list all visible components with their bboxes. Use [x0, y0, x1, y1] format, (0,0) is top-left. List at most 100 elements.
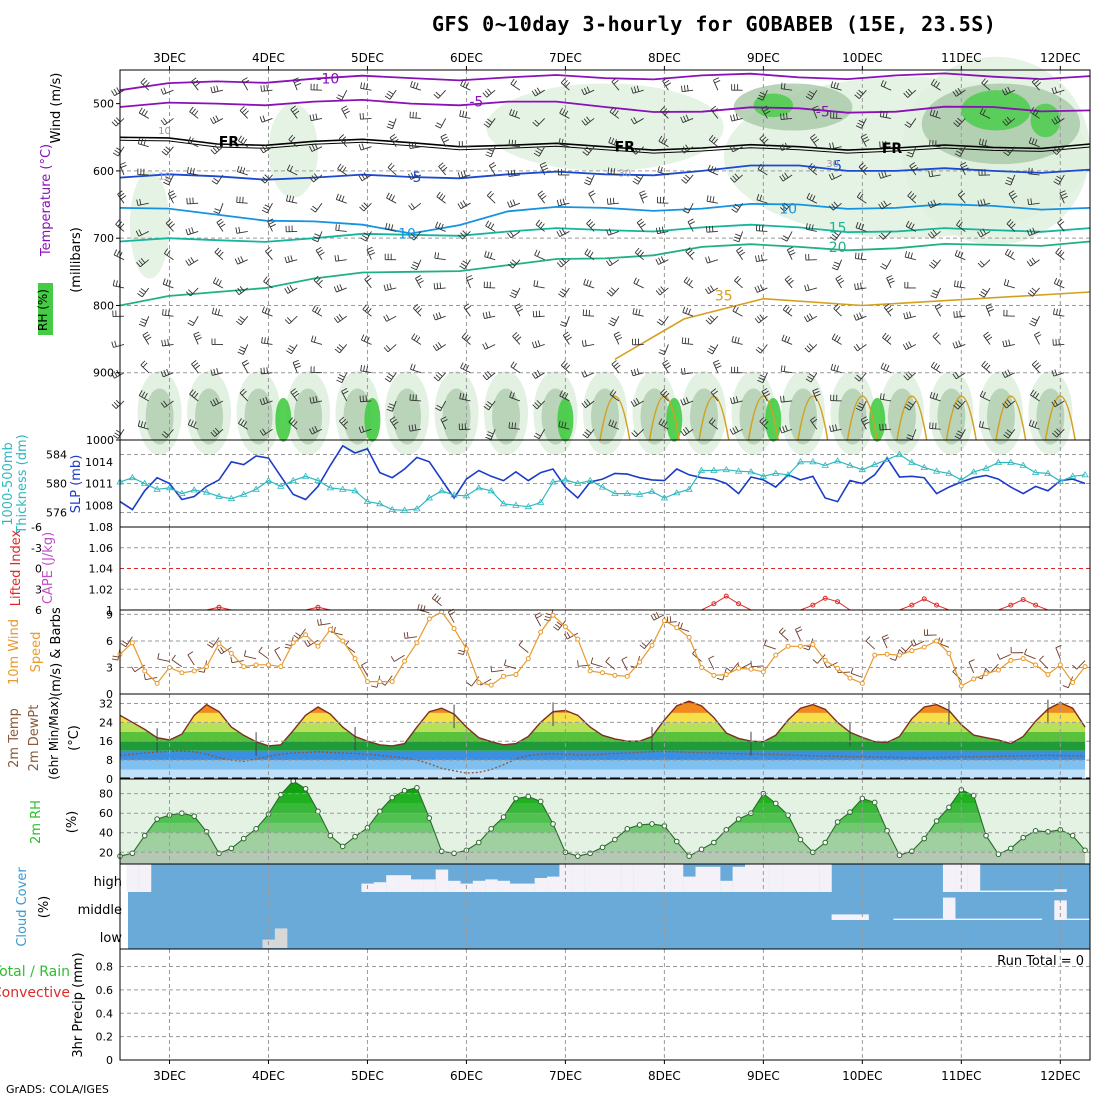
wind-barb [729, 144, 743, 153]
wind-barb [1057, 218, 1065, 232]
wind-barb [761, 105, 771, 119]
cloud-block-high [386, 875, 399, 892]
wind-barb [210, 427, 224, 437]
cloud-block-high [509, 883, 523, 892]
wind-barb [755, 224, 768, 232]
wind-barb [682, 203, 694, 214]
slp-point [722, 465, 731, 473]
wind-barb [706, 344, 719, 355]
wind-speed-point [971, 676, 977, 682]
wind-barb [759, 416, 769, 430]
cloud-block-high [497, 880, 511, 892]
wind-barb [309, 425, 323, 435]
gridlines [120, 949, 1090, 1060]
x-tick-label-bottom: 9DEC [747, 1069, 780, 1083]
wind-barb [285, 225, 298, 233]
rh-point [698, 846, 705, 853]
wind-barb [780, 365, 793, 374]
wind-barb [409, 111, 421, 119]
rh-point [1069, 832, 1076, 839]
wind-barb [631, 146, 644, 155]
wind-barb [957, 190, 966, 204]
wind-barb [584, 248, 595, 261]
wind-barb [981, 360, 991, 374]
slp-point [734, 467, 743, 474]
wind-barb [1001, 86, 1016, 96]
slp-point [140, 479, 149, 486]
cloud-block-high [794, 864, 807, 892]
isotherm-line [614, 291, 1091, 360]
wind-barb [509, 287, 521, 299]
x-tick-label-top: 7DEC [549, 51, 582, 65]
contour-label: 30 [826, 159, 839, 170]
wind-barb [631, 428, 644, 438]
wind-barb [387, 162, 397, 176]
wind-barb [539, 162, 549, 176]
lifted-index-point [1020, 597, 1026, 603]
temperature-band [120, 712, 1086, 723]
y-tick-label: 80 [99, 788, 113, 801]
wind-barb [899, 644, 913, 654]
wind-speed-point [340, 638, 346, 644]
wind-barb [810, 416, 818, 430]
wind-barb [633, 277, 644, 289]
wind-barb [805, 253, 817, 261]
wind-barb [433, 282, 446, 290]
wind-barb [207, 637, 220, 648]
y-tick-label: 0.6 [96, 984, 114, 997]
wind-barb [263, 276, 273, 289]
cloud-block-high [608, 864, 622, 892]
wind-barb [211, 307, 224, 317]
wind-barb [556, 228, 570, 238]
y-tick-label: 0 [35, 563, 42, 576]
wind-barb [780, 112, 793, 121]
wind-barb [258, 646, 269, 660]
rh-point [500, 814, 507, 820]
wind-barb [730, 173, 743, 183]
wind-barb [706, 195, 718, 204]
wind-barb [757, 89, 768, 101]
wind-speed-point [896, 652, 902, 658]
wind-barb [812, 388, 821, 402]
slp-point [437, 487, 446, 494]
slp-point [338, 485, 347, 492]
wind-barb [438, 162, 448, 176]
wind-barb [902, 341, 917, 351]
slp-point [710, 466, 718, 473]
rh-legend-swatch [38, 283, 53, 335]
cloud-block-middle [856, 914, 869, 920]
slp-point [165, 484, 174, 491]
wind-barb [189, 389, 199, 402]
y-tick-label: 6 [106, 635, 113, 648]
wind-barb [482, 342, 496, 350]
cloud-block-high [633, 864, 647, 892]
rh-point [129, 850, 136, 857]
wind-barb [162, 309, 174, 317]
lifted-index-point [921, 596, 927, 602]
wind-speed-point [1082, 664, 1088, 670]
rh-point [983, 832, 989, 839]
wind-speed-point [364, 679, 370, 685]
cloud-block-middle [942, 897, 956, 920]
wind-barb [952, 371, 966, 380]
wind-barb [830, 112, 842, 119]
slp-point [363, 497, 372, 505]
wind-barb [217, 646, 232, 655]
wind-barb [630, 368, 644, 377]
wind-barb [586, 219, 596, 232]
wind-barb [1028, 137, 1040, 148]
wind-barb [865, 636, 876, 650]
wind-barb [187, 136, 199, 148]
thickness-line [119, 444, 1086, 511]
rh-point [451, 850, 457, 857]
wind-barb [389, 133, 399, 147]
wind-barb [210, 85, 224, 94]
cloud-block-middle [1054, 900, 1067, 920]
rh-point [414, 784, 420, 791]
wind-barb [757, 372, 768, 384]
rh-point [488, 826, 494, 832]
wind-barb [160, 87, 174, 95]
wind-barb [780, 82, 793, 91]
y-tick-label: 40 [99, 827, 113, 840]
rh-band [120, 852, 1086, 864]
